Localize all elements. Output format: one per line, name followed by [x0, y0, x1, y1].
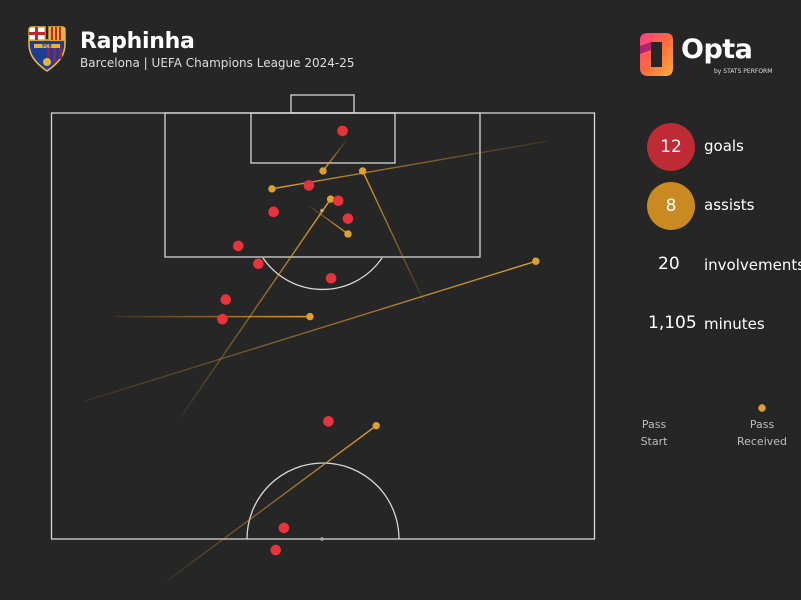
legend-start-line1: Pass — [641, 418, 667, 431]
assist-pass-received-point — [532, 257, 540, 265]
legend-start-line2: Start — [640, 435, 668, 448]
goal-frame — [290, 94, 355, 114]
involvements-value: 20 — [658, 254, 680, 274]
assist-pass-received-point — [306, 312, 314, 321]
legend-end-line2: Received — [736, 435, 788, 448]
legend-end-line1: Pass — [749, 418, 775, 431]
involvements-label: involvements — [704, 256, 801, 274]
opta-wordmark: Opta — [681, 34, 753, 65]
legend-pass-received: Pass Received — [734, 416, 790, 450]
goal-shot-point — [342, 213, 354, 224]
assist-pass-received-point — [358, 167, 367, 175]
assist-pass-line — [322, 139, 347, 172]
opta-logo: Opta by STATS PERFORM — [636, 30, 772, 82]
goal-shot-point — [268, 206, 279, 218]
goal-shot-point — [337, 125, 348, 137]
player-name: Raphinha — [80, 29, 195, 54]
goals-label: goals — [704, 137, 744, 155]
penalty-arc — [262, 257, 383, 291]
assist-pass-received-point — [319, 167, 327, 175]
six-yard-box — [250, 112, 396, 164]
penalty-box — [164, 112, 481, 258]
goal-shot-point — [332, 195, 344, 207]
assist-pass-line — [308, 205, 349, 235]
minutes-label: minutes — [704, 315, 765, 333]
legend-pass-start: Pass Start — [634, 416, 674, 450]
assists-badge: 8 — [647, 182, 695, 230]
subtitle: Barcelona | UEFA Champions League 2024-2… — [80, 56, 355, 70]
stat-goals: 12 goals — [640, 123, 801, 173]
assist-pass-received-point — [268, 185, 276, 193]
minutes-value: 1,105 — [648, 313, 697, 333]
goal-shot-point — [232, 240, 244, 252]
assist-pass-line — [362, 170, 426, 304]
assist-pass-line — [271, 140, 548, 190]
goal-shot-point — [278, 522, 290, 534]
goal-shot-point — [253, 258, 264, 270]
legend-pass-line — [653, 404, 766, 412]
center-circle-arc — [246, 462, 400, 540]
goal-shot-point — [323, 416, 334, 427]
goal-shot-point — [217, 313, 228, 325]
pitch-boundary — [50, 112, 596, 540]
stat-involvements: 20 involvements — [640, 242, 801, 292]
assists-label: assists — [704, 196, 755, 214]
stat-assists: 8 assists — [640, 182, 801, 232]
center-spot — [320, 537, 324, 541]
goal-shot-point — [270, 544, 282, 556]
goal-shot-point — [220, 294, 232, 305]
fc-barcelona-crest: FCB — [28, 26, 66, 72]
assist-pass-line — [82, 260, 537, 403]
assist-pass-line — [166, 425, 377, 582]
opta-mark-icon — [640, 33, 673, 76]
stat-minutes: 1,105 minutes — [640, 301, 801, 351]
goal-shot-point — [325, 272, 337, 284]
goal-shot-point — [303, 180, 315, 191]
assist-pass-received-point — [372, 421, 380, 430]
crest-letters: FCB — [42, 44, 52, 50]
assist-pass-received-point — [326, 195, 335, 203]
assist-pass-line — [180, 198, 332, 418]
assist-pass-received-point — [344, 230, 352, 238]
opta-tagline: by STATS PERFORM — [714, 68, 773, 75]
goals-badge: 12 — [647, 123, 695, 171]
